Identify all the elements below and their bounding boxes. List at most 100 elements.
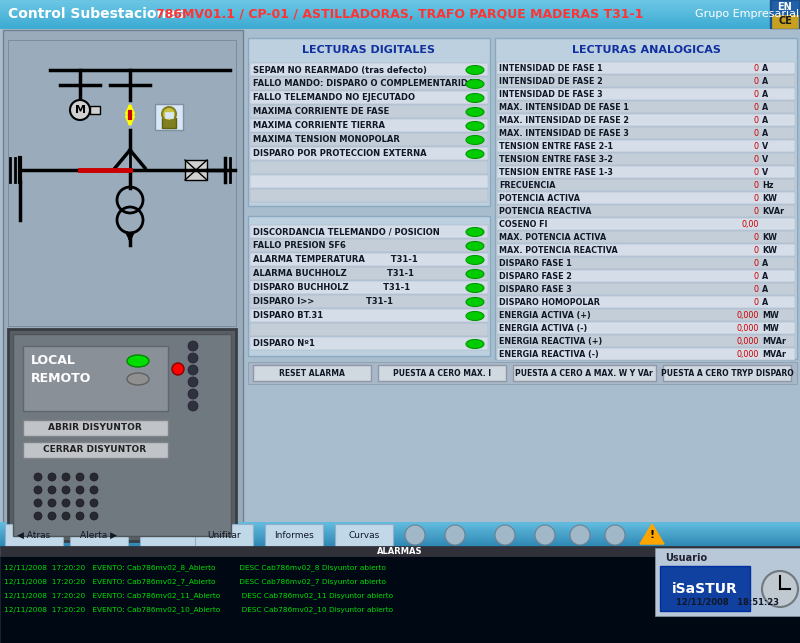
Text: KVAr: KVAr xyxy=(762,207,784,216)
Text: COSENO FI: COSENO FI xyxy=(499,220,547,229)
Circle shape xyxy=(172,363,184,375)
Bar xyxy=(513,365,656,381)
Circle shape xyxy=(48,473,56,481)
Circle shape xyxy=(188,353,198,363)
Text: MVAr: MVAr xyxy=(762,337,786,346)
Text: A: A xyxy=(762,129,768,138)
Bar xyxy=(0,526,800,527)
Text: DISPARO BUCHHOLZ            T31-1: DISPARO BUCHHOLZ T31-1 xyxy=(253,284,410,293)
Text: !: ! xyxy=(650,530,654,540)
Text: 0: 0 xyxy=(754,77,759,86)
Text: ALARMA BUCHHOLZ              T31-1: ALARMA BUCHHOLZ T31-1 xyxy=(253,269,414,278)
Text: ABRIR DISYUNTOR: ABRIR DISYUNTOR xyxy=(48,424,142,433)
Text: 0: 0 xyxy=(754,272,759,281)
Bar xyxy=(0,22,800,23)
Bar xyxy=(0,542,800,543)
Text: A: A xyxy=(762,298,768,307)
Text: FALLO PRESION SF6: FALLO PRESION SF6 xyxy=(253,242,346,251)
Text: DISCORDANCIA TELEMANDO / POSICION: DISCORDANCIA TELEMANDO / POSICION xyxy=(253,228,440,237)
Text: RESET ALARMA: RESET ALARMA xyxy=(279,368,345,377)
Bar xyxy=(0,533,800,534)
Bar xyxy=(0,19,800,20)
Bar xyxy=(497,218,795,230)
Ellipse shape xyxy=(466,311,484,320)
Circle shape xyxy=(162,107,176,121)
Circle shape xyxy=(90,486,98,494)
Bar xyxy=(0,544,800,545)
Bar xyxy=(265,524,323,546)
Text: 12/11/2008  17:20:20   EVENTO: Cab786mv02_11_Abierto         DESC Cab786mv02_11 : 12/11/2008 17:20:20 EVENTO: Cab786mv02_1… xyxy=(4,593,393,599)
Circle shape xyxy=(90,512,98,520)
Text: 0: 0 xyxy=(754,246,759,255)
Text: 0: 0 xyxy=(754,233,759,242)
Text: 0: 0 xyxy=(754,90,759,99)
Text: PUESTA A CERO A MAX. W Y VAr: PUESTA A CERO A MAX. W Y VAr xyxy=(515,368,653,377)
Text: V: V xyxy=(762,155,768,164)
Bar xyxy=(0,531,800,532)
Text: iSaSTUR: iSaSTUR xyxy=(672,582,738,596)
Text: MW: MW xyxy=(762,311,779,320)
Bar xyxy=(0,16,800,17)
Text: V: V xyxy=(762,142,768,151)
Text: 0: 0 xyxy=(754,285,759,294)
Circle shape xyxy=(34,499,42,507)
Text: 786MV01.1 / CP-01 / ASTILLADORAS, TRAFO PARQUE MADERAS T31-1: 786MV01.1 / CP-01 / ASTILLADORAS, TRAFO … xyxy=(156,8,644,21)
Text: MAX. INTENSIDAD DE FASE 2: MAX. INTENSIDAD DE FASE 2 xyxy=(499,116,629,125)
Bar xyxy=(0,536,800,537)
Text: LOCAL: LOCAL xyxy=(31,354,76,368)
Bar xyxy=(0,546,800,547)
Bar xyxy=(0,9,800,10)
Text: ENERGIA REACTIVA (-): ENERGIA REACTIVA (-) xyxy=(499,350,598,359)
Text: 0: 0 xyxy=(754,103,759,112)
Text: INTENSIDAD DE FASE 1: INTENSIDAD DE FASE 1 xyxy=(499,64,602,73)
Ellipse shape xyxy=(466,284,484,293)
Text: PUESTA A CERO TRYP DISPARO: PUESTA A CERO TRYP DISPARO xyxy=(661,368,794,377)
Circle shape xyxy=(62,499,70,507)
Circle shape xyxy=(34,486,42,494)
Text: MAX. INTENSIDAD DE FASE 1: MAX. INTENSIDAD DE FASE 1 xyxy=(499,103,629,112)
Text: INTENSIDAD DE FASE 3: INTENSIDAD DE FASE 3 xyxy=(499,90,602,99)
Text: A: A xyxy=(762,90,768,99)
Bar xyxy=(250,175,488,188)
Ellipse shape xyxy=(127,355,149,367)
Text: 0,000: 0,000 xyxy=(737,337,759,346)
Bar xyxy=(0,25,800,26)
Circle shape xyxy=(188,401,198,411)
Circle shape xyxy=(570,525,590,545)
Bar xyxy=(497,101,795,113)
Bar xyxy=(250,77,488,90)
Bar xyxy=(8,40,236,326)
Bar xyxy=(250,189,488,202)
Text: Curvas: Curvas xyxy=(348,530,380,539)
Text: ALARMAS: ALARMAS xyxy=(378,547,422,556)
Text: SEPAM NO REARMADO (tras defecto): SEPAM NO REARMADO (tras defecto) xyxy=(253,66,427,75)
Text: POTENCIA REACTIVA: POTENCIA REACTIVA xyxy=(499,207,591,216)
Bar xyxy=(162,118,176,128)
Bar xyxy=(90,106,100,114)
Bar xyxy=(0,3,800,4)
Text: ◀ Atras: ◀ Atras xyxy=(18,530,50,539)
Circle shape xyxy=(762,571,798,607)
Text: 0: 0 xyxy=(754,168,759,177)
Bar xyxy=(497,140,795,152)
Text: 0: 0 xyxy=(754,64,759,73)
Text: FALLO TELEMANDO NO EJECUTADO: FALLO TELEMANDO NO EJECUTADO xyxy=(253,93,415,102)
Text: CERRAR DISYUNTOR: CERRAR DISYUNTOR xyxy=(43,446,146,455)
Text: 0,00: 0,00 xyxy=(742,220,759,229)
Bar xyxy=(497,153,795,165)
Bar xyxy=(0,0,800,1)
Bar xyxy=(250,253,488,266)
Circle shape xyxy=(48,499,56,507)
Bar xyxy=(0,24,800,25)
Ellipse shape xyxy=(466,228,484,237)
Bar xyxy=(0,535,800,536)
Bar xyxy=(663,365,791,381)
Bar xyxy=(378,365,506,381)
Text: Hz: Hz xyxy=(762,181,774,190)
Text: TENSION ENTRE FASE 1-3: TENSION ENTRE FASE 1-3 xyxy=(499,168,613,177)
Circle shape xyxy=(76,512,84,520)
Ellipse shape xyxy=(127,373,149,385)
Circle shape xyxy=(76,499,84,507)
Bar xyxy=(497,322,795,334)
Bar xyxy=(70,524,128,546)
